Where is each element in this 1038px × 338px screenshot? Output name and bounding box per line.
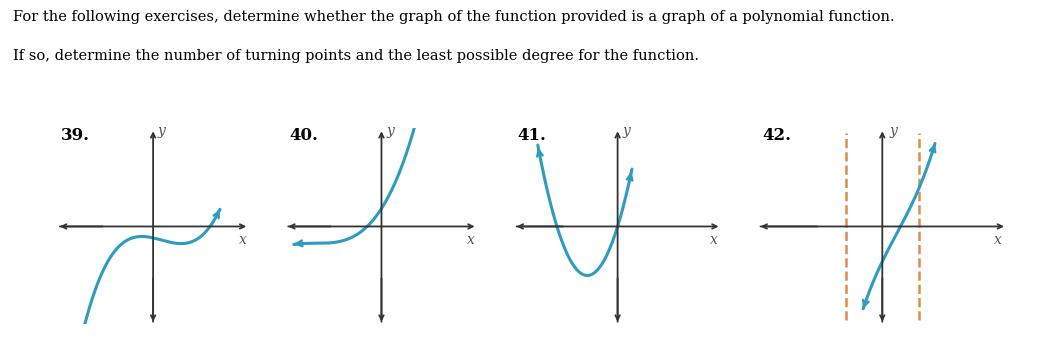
Text: For the following exercises, determine whether the graph of the function provide: For the following exercises, determine w… [13, 10, 895, 24]
Text: x: x [994, 233, 1002, 247]
Text: y: y [623, 124, 631, 138]
Text: 42.: 42. [763, 127, 792, 144]
Text: If so, determine the number of turning points and the least possible degree for : If so, determine the number of turning p… [13, 49, 700, 63]
Text: 41.: 41. [518, 127, 547, 144]
Text: x: x [467, 233, 474, 247]
Text: x: x [710, 233, 718, 247]
Text: x: x [239, 233, 246, 247]
Text: 40.: 40. [290, 127, 319, 144]
Text: y: y [386, 124, 394, 138]
Text: y: y [890, 124, 898, 138]
Text: y: y [158, 124, 166, 138]
Text: 39.: 39. [61, 127, 90, 144]
